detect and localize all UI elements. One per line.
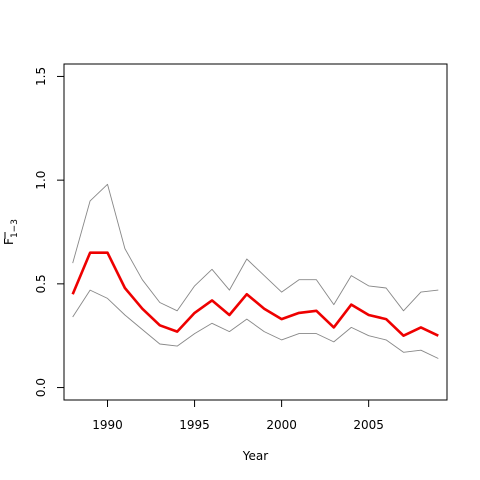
y-tick-label: 0.0	[34, 378, 48, 397]
x-tick-label: 1990	[92, 418, 123, 432]
x-tick-label: 2000	[266, 418, 297, 432]
plot-frame	[63, 63, 448, 401]
y-axis: 0.0 0.5 1.0 1.5	[34, 67, 65, 397]
y-axis-title: F1−3	[2, 219, 20, 245]
x-tick-label: 1995	[179, 418, 210, 432]
svg-text:F1−3: F1−3	[2, 219, 20, 245]
y-tick-label: 0.5	[34, 274, 48, 293]
series-line-upper	[72, 183, 439, 312]
y-tick-label: 1.5	[34, 67, 48, 86]
y-axis-title-subscript: 1−3	[10, 219, 20, 238]
series-line-estimate	[71, 251, 439, 338]
y-axis-title-main: F	[2, 238, 16, 245]
x-axis: 1990 1995 2000 2005	[92, 399, 384, 432]
x-tick-label: 2005	[353, 418, 384, 432]
series-layer	[71, 183, 439, 359]
y-tick-label: 1.0	[34, 171, 48, 190]
x-axis-title: Year	[242, 449, 268, 463]
series-line-lower	[72, 289, 439, 359]
